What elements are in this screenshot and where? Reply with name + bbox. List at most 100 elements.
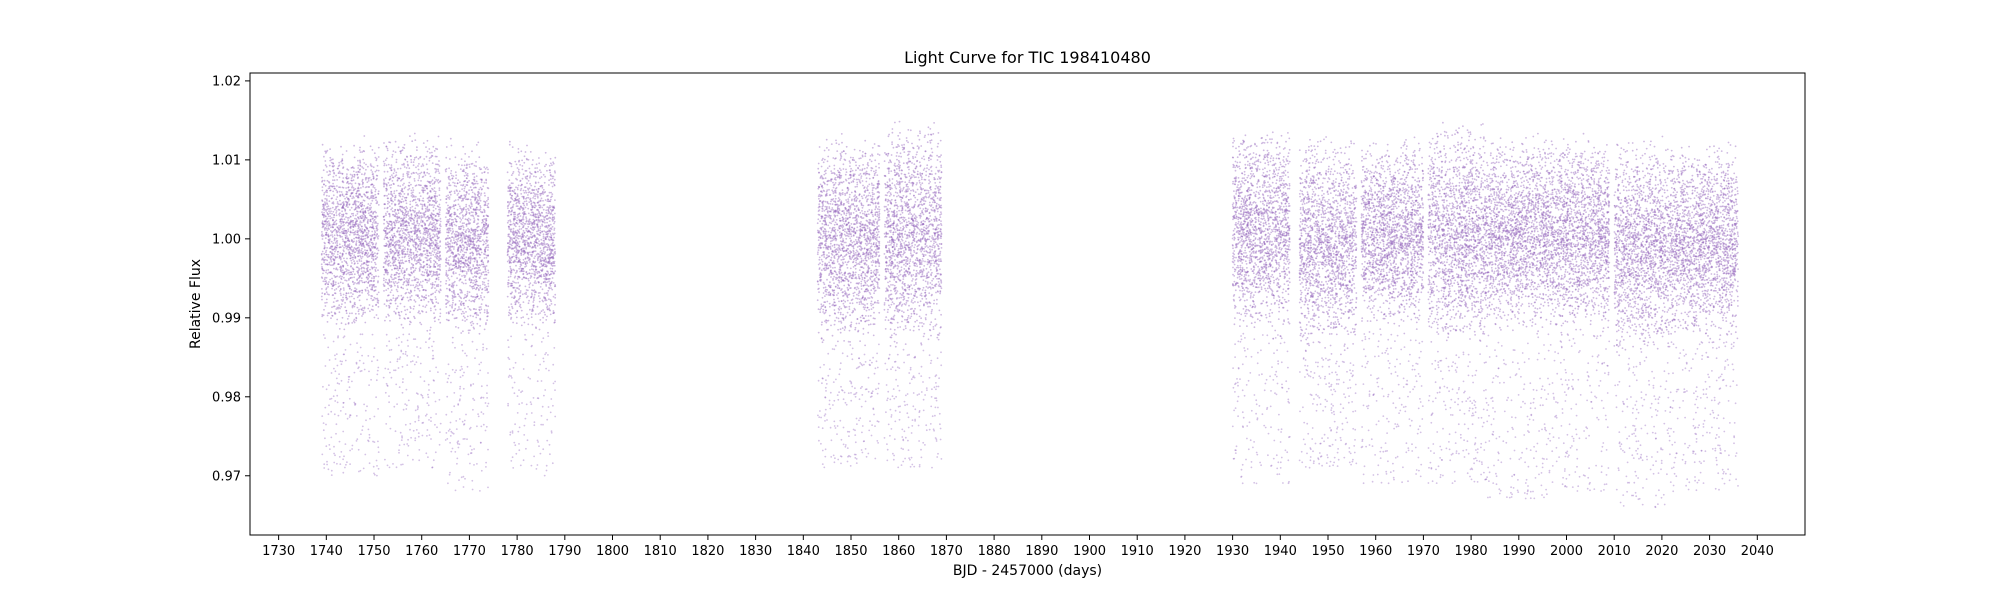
data-point (456, 277, 458, 280)
data-point (461, 257, 464, 260)
data-point (403, 277, 406, 280)
data-point (347, 376, 350, 378)
data-point (332, 305, 335, 308)
data-point (338, 190, 341, 193)
data-point (428, 227, 431, 230)
data-point (344, 279, 346, 282)
data-point (351, 276, 353, 279)
data-point (330, 240, 333, 243)
data-point (446, 219, 449, 221)
data-point (432, 206, 435, 209)
data-point (479, 286, 482, 289)
data-point (417, 238, 420, 241)
data-point (426, 139, 429, 142)
data-point (352, 229, 354, 231)
data-point (342, 401, 345, 404)
data-point (429, 265, 432, 268)
data-point (358, 193, 360, 196)
data-point (472, 315, 474, 318)
data-point (347, 292, 350, 295)
data-point (423, 298, 425, 301)
data-point (327, 256, 330, 258)
data-point (429, 238, 432, 241)
data-point (377, 302, 380, 304)
data-point (455, 220, 458, 223)
data-point (434, 155, 437, 158)
data-point (339, 199, 341, 202)
data-point (416, 233, 418, 236)
data-point (455, 243, 458, 246)
data-point (400, 286, 403, 289)
data-point (417, 205, 419, 207)
data-point (456, 240, 459, 243)
data-point (404, 271, 406, 273)
data-point (334, 276, 337, 279)
data-point (325, 253, 328, 256)
data-point (485, 466, 487, 468)
data-point (392, 463, 394, 465)
data-point (372, 253, 375, 256)
data-point (341, 269, 344, 272)
data-point (391, 210, 394, 213)
data-point (460, 312, 463, 315)
data-point (476, 293, 478, 296)
data-point (463, 302, 465, 305)
data-point (406, 267, 408, 270)
data-point (464, 171, 467, 174)
data-point (393, 183, 395, 186)
data-point (409, 274, 412, 277)
data-point (333, 221, 335, 224)
data-point (455, 420, 458, 422)
data-point (368, 208, 371, 211)
data-point (469, 198, 472, 201)
data-point (438, 273, 440, 276)
data-point (341, 255, 343, 258)
data-point (357, 224, 359, 227)
data-point (466, 290, 469, 293)
data-point (398, 256, 401, 259)
data-point (423, 250, 426, 252)
data-point (339, 195, 342, 198)
data-point (339, 252, 342, 255)
data-point (477, 199, 480, 202)
data-point (446, 262, 449, 265)
data-point (362, 245, 365, 248)
data-point (390, 166, 393, 169)
data-point (382, 160, 385, 163)
data-point (469, 248, 472, 251)
data-point (373, 230, 376, 232)
data-point (345, 247, 348, 250)
data-point (354, 312, 357, 315)
data-point (415, 429, 418, 431)
data-point (398, 275, 401, 278)
data-point (372, 195, 375, 197)
data-point (320, 295, 323, 298)
data-point (405, 237, 408, 240)
data-point (480, 229, 482, 232)
data-point (365, 419, 367, 422)
data-point (487, 215, 490, 218)
data-point (429, 257, 432, 260)
data-point (349, 247, 352, 250)
data-point (341, 253, 344, 256)
data-point (463, 276, 466, 279)
data-point (332, 169, 334, 172)
data-point (373, 216, 376, 218)
data-point (410, 266, 412, 269)
data-point (455, 255, 458, 257)
data-point (348, 273, 351, 276)
data-point (345, 216, 347, 219)
data-point (426, 429, 429, 431)
data-point (362, 181, 364, 184)
data-point (321, 220, 324, 223)
data-point (399, 229, 402, 232)
data-point (410, 294, 413, 297)
data-point (388, 244, 391, 247)
data-point (366, 181, 369, 184)
data-point (408, 245, 410, 247)
data-point (331, 224, 334, 226)
data-point (428, 159, 431, 162)
data-point (413, 289, 416, 292)
data-point (345, 177, 348, 179)
data-point (413, 256, 415, 258)
